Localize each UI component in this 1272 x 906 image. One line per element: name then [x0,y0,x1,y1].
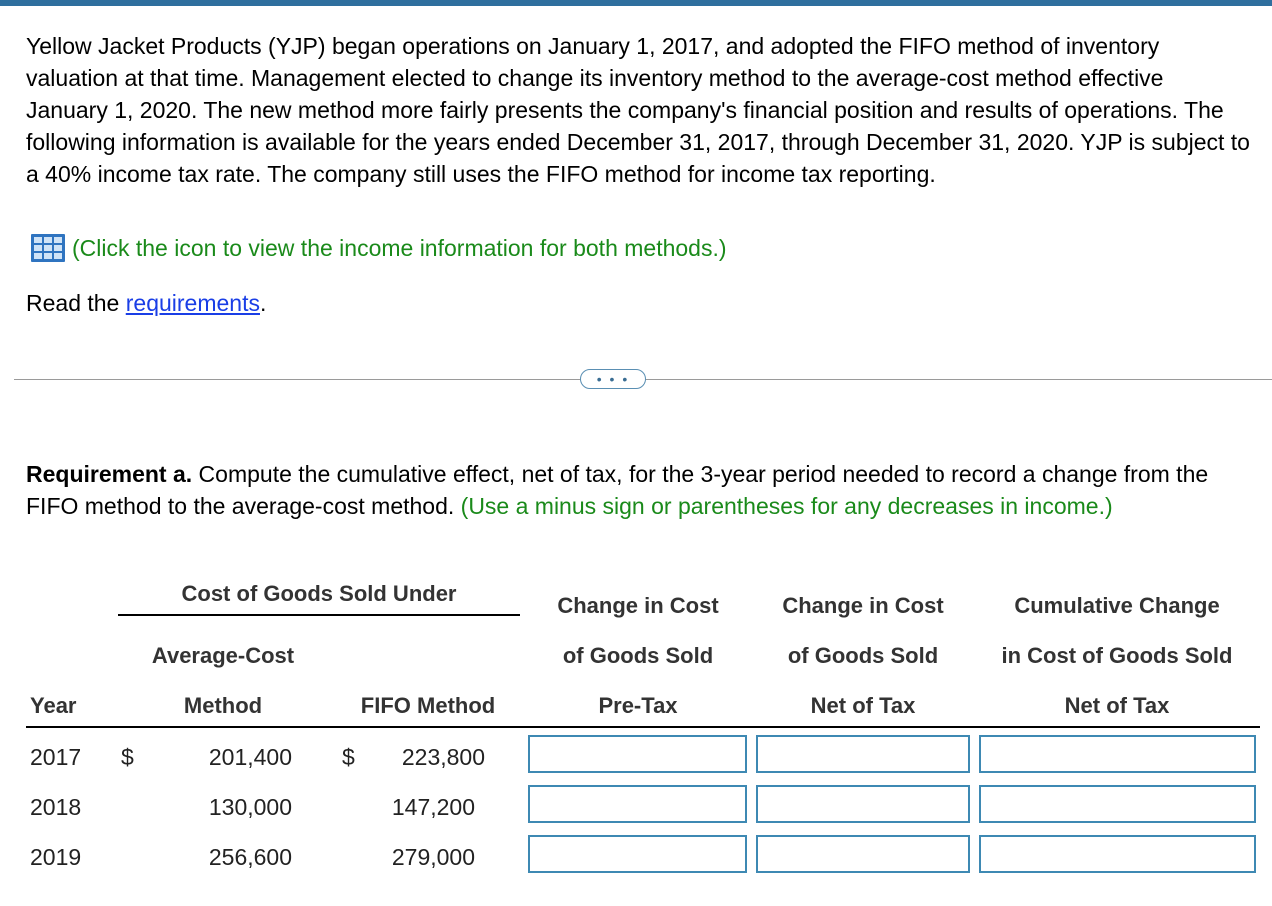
row-2017-pretax-input[interactable] [528,735,747,773]
problem-intro: Yellow Jacket Products (YJP) began opera… [26,33,1250,187]
requirement-hint: (Use a minus sign or parentheses for any… [454,493,1113,519]
row-2019-avg-value: 256,600 [208,844,292,870]
row-2018-avg-value: 130,000 [208,794,292,820]
header-net-1: Change in Cost [782,593,944,618]
row-2018-cumulative-input[interactable] [979,785,1256,823]
read-suffix: . [259,290,267,316]
row-2019-pretax-input[interactable] [528,835,747,873]
requirement-a: Requirement a. Compute the cumulative ef… [26,458,1256,522]
header-fifo: FIFO Method [360,693,496,718]
expand-more-button[interactable]: • • • [580,369,646,389]
header-year: Year [30,693,77,718]
row-2019-year: 2019 [30,844,82,870]
row-2017-fifo-currency: $ [342,744,355,770]
header-avg-1: Average-Cost [151,643,295,668]
header-cum-2: in Cost of Goods Sold [1001,643,1233,668]
header-bottom-rule [26,726,1260,728]
income-info-link[interactable]: (Click the icon to view the income infor… [30,232,727,264]
header-pretax-2: of Goods Sold [562,643,714,668]
row-2017-fifo-value: 223,800 [401,744,485,770]
requirement-text: Compute the cumulative effect, net of ta… [26,461,1209,519]
header-cum-3: Net of Tax [1064,693,1170,718]
row-2019-fifo-value: 279,000 [391,844,475,870]
row-2017-net-input[interactable] [756,735,970,773]
table-grid-icon[interactable] [30,233,66,263]
header-avg-2: Method [183,693,263,718]
header-pretax-3: Pre-Tax [598,693,678,718]
row-2017-cumulative-input[interactable] [979,735,1256,773]
income-info-text[interactable]: (Click the icon to view the income infor… [72,234,727,261]
header-cum-1: Cumulative Change [1014,593,1220,618]
requirements-link[interactable]: requirements [125,290,260,316]
row-2019-cumulative-input[interactable] [979,835,1256,873]
row-2018-year: 2018 [30,794,82,820]
row-2018-net-input[interactable] [756,785,970,823]
row-2018-fifo-value: 147,200 [391,794,475,820]
row-2017-avg-currency: $ [121,744,134,770]
row-2018-pretax-input[interactable] [528,785,747,823]
header-net-3: Net of Tax [810,693,916,718]
read-prefix: Read the [26,290,126,316]
read-requirements-line: Read the requirements. [26,290,266,317]
header-net-2: of Goods Sold [787,643,939,668]
row-2017-avg-value: 201,400 [208,744,292,770]
requirement-label: Requirement a. [26,461,193,487]
header-pretax-1: Change in Cost [557,593,719,618]
group-header-cogs-under: Cost of Goods Sold Under [181,581,457,606]
top-bar [0,0,1272,6]
row-2017-year: 2017 [30,744,82,770]
row-2019-net-input[interactable] [756,835,970,873]
group-header-rule [118,614,520,616]
